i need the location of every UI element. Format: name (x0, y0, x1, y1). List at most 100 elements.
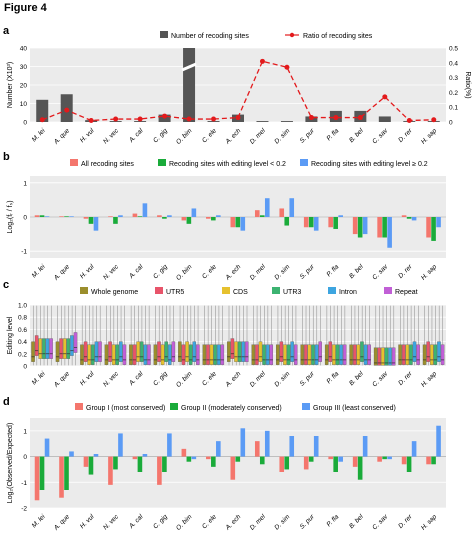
panel-b-bar (303, 217, 309, 228)
panel-c-x-tick-label: C. sav (371, 370, 390, 389)
panel-b-bar (382, 217, 387, 238)
panel-d-bar (308, 456, 314, 462)
panel-d-bar (206, 456, 211, 460)
panel-b-x-tick-label: C. ele (201, 263, 218, 280)
panel-b-bar (216, 215, 221, 217)
panel-c-y-tick-label: 0.4 (18, 339, 27, 346)
panel-d-x-tick-label: A. que (52, 513, 71, 532)
panel-a-x-tick-label: A. que (52, 127, 71, 146)
panel-b-x-tick-label: P. fla (325, 263, 340, 278)
panel-c-x-tick-label: N. vec (102, 370, 121, 389)
panel-a-ratio-point (39, 117, 45, 123)
panel-c-x-tick-label: S. pur (299, 370, 317, 388)
panel-d-bar (88, 456, 94, 475)
panel-b-bar (264, 198, 270, 217)
panel-a-axis-break (181, 62, 197, 72)
panel-d-x-tick-label: H. vul (79, 513, 96, 530)
panel-b-y-tick-label: 0 (23, 215, 27, 222)
panel-b-bar (186, 217, 192, 224)
panel-c-x-tick-label: A. cal (127, 370, 145, 388)
panel-c-box (391, 347, 396, 366)
panel-d-x-tick-label: S. pur (299, 513, 317, 531)
panel-c-box (367, 344, 371, 365)
panel-d-x-tick-label: C. ele (201, 513, 218, 530)
panel-b-x-tick-label: A. cal (127, 263, 145, 281)
panel-c-x-tick-label: D. sim (273, 370, 291, 388)
panel-d-bar (362, 436, 368, 457)
panel-c-box (314, 344, 319, 365)
panel-c-box (73, 332, 78, 353)
panel-d-bar (426, 456, 431, 465)
panel-c-box (139, 341, 144, 362)
panel-a-letter: a (3, 25, 10, 37)
panel-c-x-tick-label: H. sap (420, 370, 439, 389)
panel-c-box (286, 344, 291, 365)
panel-b-bar (313, 217, 319, 231)
panel-b-bar (34, 215, 40, 217)
panel-c-box (426, 341, 430, 362)
panel-d-bar (401, 456, 407, 465)
panel-d-bar (406, 456, 412, 472)
panel-a-legend-label: Ratio of recoding sites (303, 33, 373, 40)
panel-b-bar (377, 217, 382, 238)
panel-a-x-tick-label: A. ech (224, 127, 243, 146)
panel-c-box (168, 344, 172, 365)
panel-b-bar (93, 217, 99, 231)
panel-c-legend-label: UTR5 (166, 289, 184, 296)
panel-a-ratio-point (88, 118, 94, 124)
panel-c-box (94, 341, 99, 362)
panel-c-box (213, 344, 217, 365)
panel-d-ylabel: Log₂(Observed/Expected) (7, 423, 14, 504)
panel-b-bar (108, 216, 113, 217)
panel-d-y-tick-label: 1 (23, 428, 27, 435)
panel-c-box (196, 344, 200, 365)
panel-d-x-tick-label: N. vec (102, 513, 121, 532)
panel-b-bar (254, 210, 260, 217)
panel-a-ratio-point (211, 116, 217, 122)
panel-c-box (122, 344, 127, 365)
panel-b-x-tick-label: M. lei (31, 263, 47, 279)
panel-d-bar (34, 456, 40, 501)
panel-b-bar (289, 198, 295, 217)
panel-b-bar (113, 217, 118, 224)
panel-c-box (283, 344, 287, 365)
panel-b-legend-label: All recoding sites (81, 161, 134, 168)
panel-d-x-tick-label: A. cal (127, 513, 145, 531)
panel-a-x-tick-label: S. pur (299, 127, 317, 145)
panel-b-bar (338, 215, 343, 217)
panel-c-y-tick-label: 0 (23, 364, 27, 371)
panel-c-box (108, 341, 112, 362)
panel-c-ylabel: Editing level (7, 316, 14, 354)
panel-a-right-tick-label: 0.2 (449, 90, 458, 97)
panel-b-bar (401, 215, 407, 217)
panel-a-ratio-point (64, 107, 70, 113)
panel-d-bar (142, 454, 148, 457)
panel-b-bar (333, 217, 338, 229)
panel-b-y-tick-label: 1 (23, 180, 27, 187)
panel-a-ylabel-right: Ratio(%) (464, 71, 471, 98)
panel-c-box (409, 344, 413, 365)
panel-c-box (328, 341, 333, 362)
panel-b-bar (308, 217, 314, 228)
panel-b-x-tick-label: H. sap (420, 263, 439, 282)
panel-c-x-tick-label: O. bim (175, 370, 194, 389)
panel-d-legend-label: Group II (moderately conserved) (181, 405, 282, 412)
panel-d-bar (289, 436, 295, 457)
panel-a-right-tick-label: 0.5 (449, 46, 458, 53)
panel-b-y-tick-label: -1 (21, 249, 27, 256)
panel-d-y-tick-label: 0 (23, 454, 27, 461)
panel-c-box (83, 341, 88, 362)
panel-d-bar (284, 456, 290, 470)
panel-d-bar (411, 441, 417, 457)
panel-a-legend-swatch (289, 32, 295, 38)
panel-c-box (119, 341, 123, 362)
panel-c-box (206, 344, 210, 365)
panel-b-bar (39, 215, 45, 217)
panel-c-box (136, 341, 140, 362)
panel-a-bar (280, 121, 293, 122)
panel-c-box (55, 341, 60, 362)
panel-b-bar (411, 217, 417, 221)
panel-b-bar (167, 215, 172, 217)
panel-c-x-tick-label: C. ele (201, 370, 218, 387)
